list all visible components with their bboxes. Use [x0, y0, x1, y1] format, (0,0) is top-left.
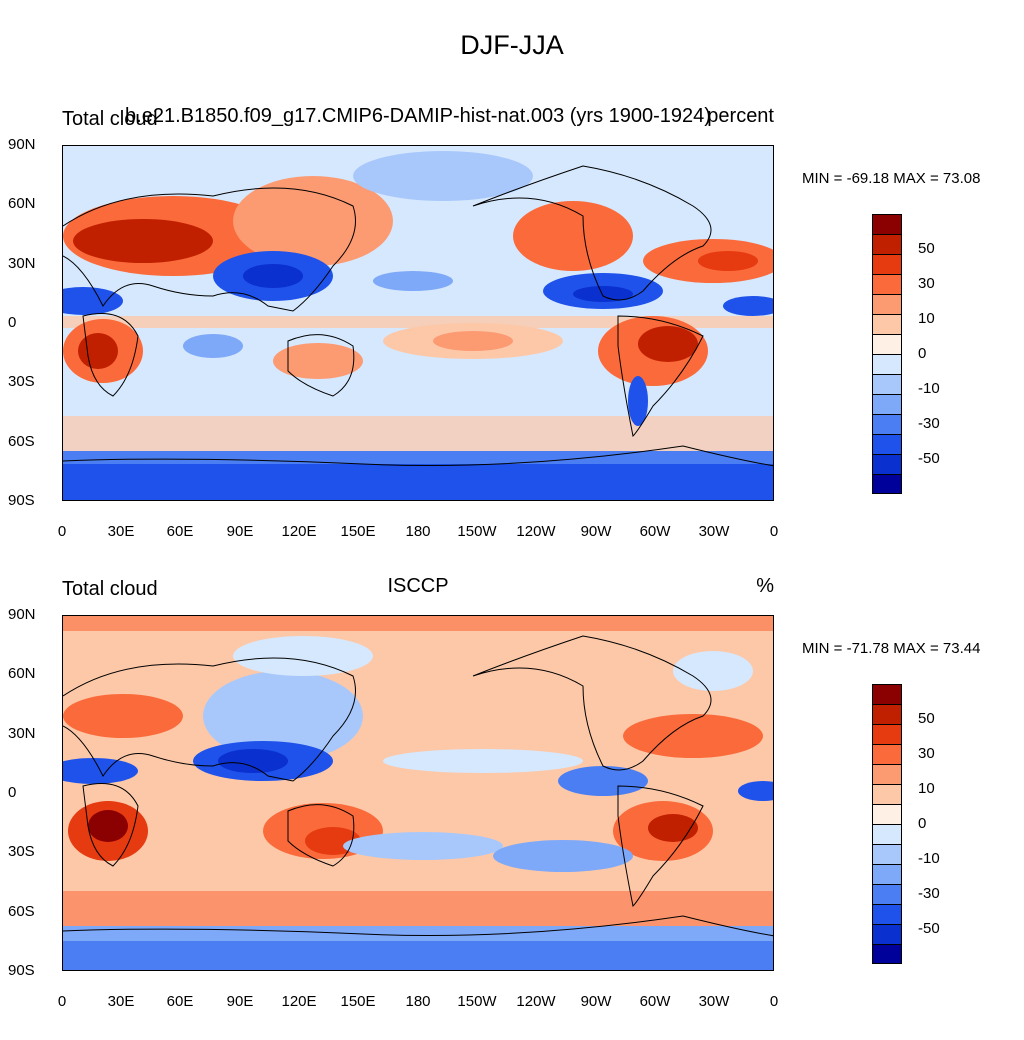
- lat-tick-label: 30N: [8, 725, 36, 742]
- colorbar-swatch: [873, 945, 901, 963]
- lon-tick-label: 120W: [516, 993, 556, 1010]
- colorbar-label: -30: [918, 415, 940, 432]
- cloud-difference-map: [63, 616, 773, 970]
- colorbar-swatch: [873, 885, 901, 905]
- colorbar-label: 10: [918, 310, 935, 327]
- colorbar-label: 30: [918, 745, 935, 762]
- colorbar: [872, 214, 902, 494]
- panel-units-label: %: [756, 575, 774, 597]
- colorbar-swatch: [873, 355, 901, 375]
- colorbar-label: 50: [918, 240, 935, 257]
- panel-min-max: MIN = -69.18 MAX = 73.08: [802, 170, 981, 187]
- colorbar-swatch: [873, 725, 901, 745]
- panel-variable-label: Total cloud: [62, 108, 158, 130]
- colorbar-swatch: [873, 825, 901, 845]
- lon-tick-label: 30W: [698, 523, 730, 540]
- colorbar-swatch: [873, 295, 901, 315]
- colorbar-swatch: [873, 275, 901, 295]
- lon-tick-label: 90W: [580, 993, 612, 1010]
- colorbar-swatch: [873, 745, 901, 765]
- lon-tick-label: 30E: [107, 523, 135, 540]
- colorbar-swatch: [873, 215, 901, 235]
- lat-tick-label: 30S: [8, 373, 35, 390]
- lon-tick-label: 120E: [281, 523, 317, 540]
- lon-tick-label: 150E: [340, 993, 376, 1010]
- lon-tick-label: 30W: [698, 993, 730, 1010]
- panel-variable-label: Total cloud: [62, 578, 158, 600]
- lon-tick-label: 90E: [226, 523, 254, 540]
- lon-tick-label: 0: [769, 993, 779, 1010]
- colorbar-label: -30: [918, 885, 940, 902]
- panel-units-label: percent: [707, 105, 774, 127]
- colorbar-swatch: [873, 905, 901, 925]
- lon-tick-label: 120W: [516, 523, 556, 540]
- lat-tick-label: 60S: [8, 903, 35, 920]
- colorbar-swatch: [873, 335, 901, 355]
- lon-tick-label: 150E: [340, 523, 376, 540]
- colorbar-label: -10: [918, 380, 940, 397]
- colorbar-label: 30: [918, 275, 935, 292]
- panel-min-max: MIN = -71.78 MAX = 73.44: [802, 640, 981, 657]
- lat-tick-label: 90S: [8, 492, 35, 509]
- lon-tick-label: 60W: [639, 993, 671, 1010]
- lat-tick-label: 90N: [8, 606, 36, 623]
- map-plot: [62, 145, 774, 501]
- figure-title: DJF-JJA: [460, 30, 564, 60]
- colorbar-swatch: [873, 255, 901, 275]
- colorbar-swatch: [873, 925, 901, 945]
- colorbar: [872, 684, 902, 964]
- lon-tick-label: 0: [57, 523, 67, 540]
- colorbar-label: 50: [918, 710, 935, 727]
- lon-tick-label: 150W: [457, 523, 497, 540]
- lon-tick-label: 60E: [166, 993, 194, 1010]
- colorbar-label: -10: [918, 850, 940, 867]
- lon-tick-label: 60W: [639, 523, 671, 540]
- colorbar-label: -50: [918, 450, 940, 467]
- lon-tick-label: 180: [405, 523, 431, 540]
- lat-tick-label: 90S: [8, 962, 35, 979]
- lon-tick-label: 90E: [226, 993, 254, 1010]
- observation-panel: Total cloud ISCCP % MIN = -71.78 MAX = 7…: [0, 570, 1024, 1040]
- colorbar-label: -50: [918, 920, 940, 937]
- colorbar-swatch: [873, 455, 901, 475]
- colorbar-swatch: [873, 375, 901, 395]
- lon-tick-label: 120E: [281, 993, 317, 1010]
- lon-tick-label: 0: [57, 993, 67, 1010]
- colorbar-swatch: [873, 845, 901, 865]
- lon-tick-label: 90W: [580, 523, 612, 540]
- colorbar-swatch: [873, 705, 901, 725]
- colorbar-label: 0: [918, 345, 927, 362]
- colorbar-swatch: [873, 865, 901, 885]
- colorbar-swatch: [873, 685, 901, 705]
- lat-tick-label: 90N: [8, 136, 36, 153]
- colorbar-swatch: [873, 435, 901, 455]
- colorbar-swatch: [873, 475, 901, 493]
- colorbar-swatch: [873, 235, 901, 255]
- colorbar-label: 10: [918, 780, 935, 797]
- lat-tick-label: 60S: [8, 433, 35, 450]
- cloud-difference-map: [63, 146, 773, 500]
- lon-tick-label: 150W: [457, 993, 497, 1010]
- colorbar-swatch: [873, 805, 901, 825]
- lat-tick-label: 0: [8, 314, 17, 331]
- lat-tick-label: 30S: [8, 843, 35, 860]
- lon-tick-label: 30E: [107, 993, 135, 1010]
- colorbar-swatch: [873, 315, 901, 335]
- lat-tick-label: 60N: [8, 195, 36, 212]
- lat-tick-label: 60N: [8, 665, 36, 682]
- lon-tick-label: 180: [405, 993, 431, 1010]
- model-panel: Total cloud b.e21.B1850.f09_g17.CMIP6-DA…: [0, 100, 1024, 570]
- lon-tick-label: 60E: [166, 523, 194, 540]
- lat-tick-label: 0: [8, 784, 17, 801]
- colorbar-label: 0: [918, 815, 927, 832]
- map-plot: [62, 615, 774, 971]
- colorbar-swatch: [873, 395, 901, 415]
- colorbar-swatch: [873, 415, 901, 435]
- lat-tick-label: 30N: [8, 255, 36, 272]
- colorbar-swatch: [873, 785, 901, 805]
- lon-tick-label: 0: [769, 523, 779, 540]
- panel-case-label: b.e21.B1850.f09_g17.CMIP6-DAMIP-hist-nat…: [125, 105, 711, 127]
- colorbar-swatch: [873, 765, 901, 785]
- panel-case-label: ISCCP: [387, 575, 449, 597]
